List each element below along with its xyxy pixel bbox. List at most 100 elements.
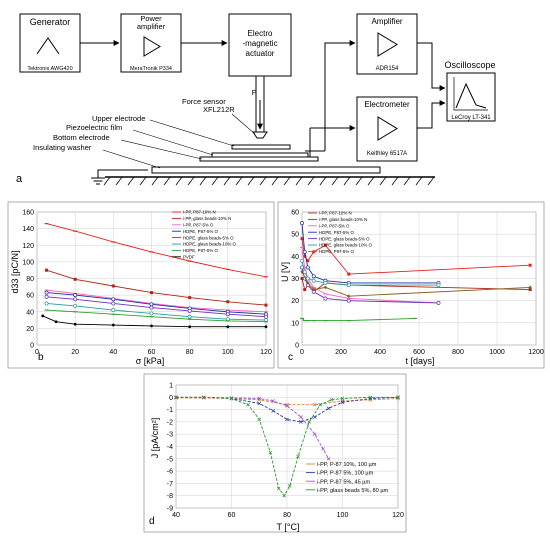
data-point [271, 399, 275, 403]
y-tick-label: 0 [30, 343, 34, 350]
legend-label: HDPE, P87-5% O [319, 249, 354, 254]
data-point [329, 397, 334, 402]
data-point [257, 401, 262, 406]
data-point [436, 283, 441, 288]
amplifier-model: ADR154 [376, 66, 399, 72]
generator-model: Tektronix AWG420 [27, 66, 72, 72]
data-point [187, 308, 192, 313]
amplifier-box [356, 13, 418, 75]
d33-vs-pressure-chart: 0 20 40 60 80 100 120 140 160 0 20 40 60 80 100 120 b σ… [10, 210, 272, 367]
amplifier-to-scope-arrow [417, 42, 446, 91]
x-axis-label: t [days] [405, 356, 434, 366]
power-amplifier-title-1: Power [140, 14, 162, 23]
y-tick-label: 1 [169, 383, 173, 390]
data-point [326, 456, 331, 461]
data-point [44, 294, 49, 299]
y-tick-label: -2 [167, 419, 173, 426]
data-point [73, 322, 77, 326]
data-point [257, 417, 262, 422]
panel-label-d: d [149, 516, 155, 527]
electrometer-to-scope-arrow [417, 100, 446, 129]
y-tick-label: 0 [169, 395, 173, 402]
data-point [225, 312, 230, 317]
y-tick-label: -5 [167, 456, 173, 463]
y-tick-label: -1 [167, 407, 173, 414]
data-point [73, 297, 78, 302]
data-point [323, 280, 328, 285]
data-point [111, 323, 115, 327]
legend-label: HDPE, glass beads-10% O [183, 242, 237, 247]
data-point [306, 281, 310, 285]
y-tick-label: 80 [26, 276, 34, 283]
data-point [188, 325, 192, 329]
x-tick-label: 100 [337, 512, 349, 519]
electrometer-box [356, 96, 418, 162]
legend-label: i-PP, P-87 5%, 100 µm [317, 471, 374, 477]
sensor-to-amplifier-arrow [324, 40, 356, 151]
actuator-line-2: -magnetic [242, 39, 277, 48]
data-point [299, 415, 303, 419]
panel-label-c: c [288, 352, 293, 363]
y-tick-label: 100 [22, 259, 34, 266]
x-axis-label: T [°C] [277, 522, 300, 532]
data-point [73, 303, 78, 308]
data-point [528, 285, 532, 290]
data-point [340, 400, 345, 405]
data-point [312, 250, 316, 254]
y-tick-label: -3 [167, 432, 173, 439]
data-point [323, 296, 328, 301]
data-point [268, 450, 273, 455]
y-tick-label: 20 [291, 298, 299, 305]
data-point [73, 293, 78, 298]
amplifier-triangle-icon [377, 32, 398, 57]
y-tick-label: 30 [291, 276, 299, 283]
y-axis-label: d33 [pC/N] [10, 250, 20, 293]
y-tick-label: 0 [295, 343, 299, 350]
amplifier-title: Amplifier [371, 17, 402, 26]
setup-diagram: Generator Tektronix AWG420 Power amplifi… [16, 13, 496, 186]
electrometer-model: Keithley 6517A [367, 151, 407, 157]
electrometer-title: Electrometer [364, 100, 410, 109]
data-point [323, 243, 327, 247]
piezo-film-label: Piezoelectric film [66, 123, 122, 132]
data-point [149, 311, 154, 316]
data-point [226, 325, 230, 329]
data-point [306, 259, 310, 263]
x-tick-label: 400 [374, 349, 386, 356]
data-point [111, 297, 116, 302]
x-tick-label: 120 [260, 349, 272, 356]
leader-line [120, 139, 203, 160]
panel-label-b: b [38, 352, 44, 363]
bottom-electrode-label: Bottom electrode [53, 133, 110, 142]
x-tick-label: 20 [71, 349, 79, 356]
data-point [201, 396, 206, 400]
data-point [150, 291, 153, 295]
x-tick-label: 80 [186, 349, 194, 356]
y-tick-label: -8 [167, 493, 173, 500]
data-point [323, 285, 328, 290]
data-point [311, 287, 316, 292]
data-point [300, 237, 304, 241]
y-tick-label: -9 [167, 506, 173, 513]
data-point [368, 395, 373, 400]
data-point [300, 277, 304, 280]
power-amplifier-model: MeraTronik P334 [130, 66, 172, 72]
legend-label: HDPE, glass beads-5% O [183, 235, 234, 240]
oscilloscope-title: Oscilloscope [444, 60, 495, 70]
data-point [318, 402, 323, 407]
data-point [312, 402, 317, 407]
legend-label: HDPE, glass beads-5% O [319, 236, 370, 241]
x-tick-label: 60 [148, 349, 156, 356]
force-sensor [252, 131, 268, 139]
y-axis-label: U [V] [280, 262, 290, 282]
insulating-washer [151, 166, 381, 174]
actuator-box [228, 13, 292, 77]
data-point [271, 408, 275, 413]
x-tick-label: 80 [283, 512, 291, 519]
panel-label-a: a [16, 173, 23, 185]
x-axis-label: σ [kPa] [136, 356, 165, 366]
data-point [528, 288, 532, 292]
data-point [285, 402, 289, 407]
x-tick-label: 600 [413, 349, 425, 356]
y-tick-label: -6 [167, 469, 173, 476]
